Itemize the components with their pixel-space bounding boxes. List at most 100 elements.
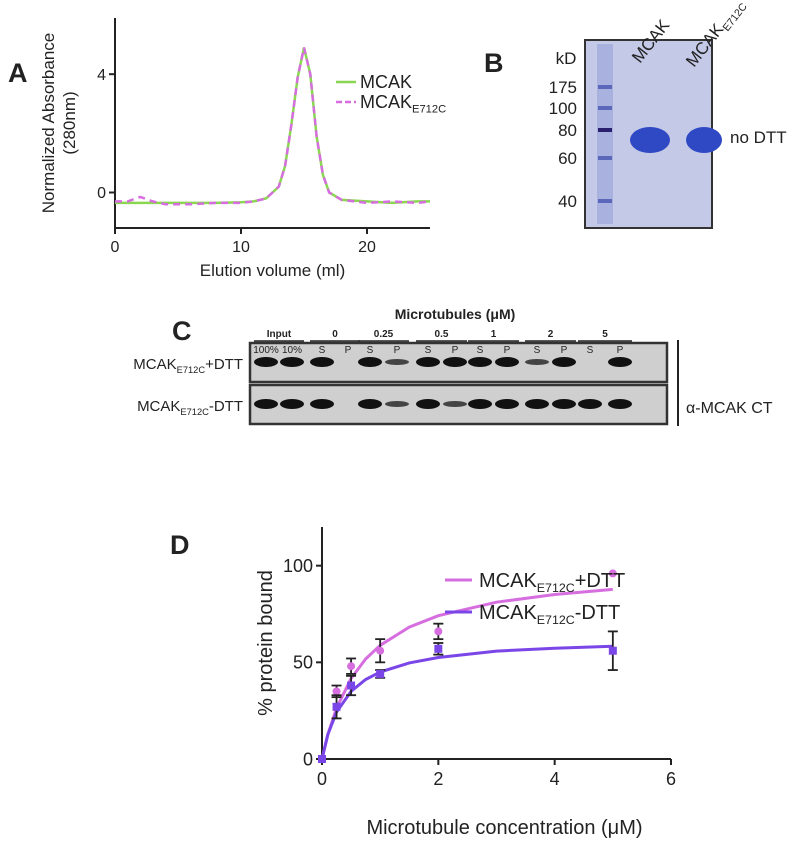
y-axis-label: % protein bound	[255, 570, 277, 716]
group-label: 1	[491, 329, 497, 340]
point	[318, 755, 326, 763]
x-axis-label: Microtubule concentration (μM)	[366, 817, 642, 839]
blot-title: Microtubules (μM)	[395, 306, 516, 322]
x-tick-label: 6	[666, 769, 676, 789]
point	[608, 646, 617, 655]
antibody-label: α-MCAK CT	[686, 400, 773, 417]
point	[608, 569, 617, 578]
subscript: E712C	[180, 407, 209, 417]
text-part: +DTT	[575, 570, 626, 592]
marker-label: 60	[558, 149, 577, 168]
blot-band	[443, 357, 467, 367]
blot-band	[358, 399, 382, 409]
text-part: -DTT	[209, 398, 243, 415]
lane-label: S	[425, 345, 432, 356]
x-tick-label: 0	[111, 239, 120, 256]
subscript: E712C	[537, 581, 575, 595]
label: MCAKE712C-DTT	[137, 398, 243, 417]
x-tick-label: 20	[358, 239, 376, 256]
panel-label: C	[172, 316, 192, 346]
point	[376, 669, 385, 678]
label: MCAKE712C	[360, 92, 446, 116]
lane-label: S	[477, 345, 484, 356]
blot-band	[495, 357, 519, 367]
text-part: MCAK	[137, 398, 180, 415]
panel-label: B	[484, 48, 504, 78]
lane-label: S	[587, 345, 594, 356]
x-axis-label: Elution volume (ml)	[200, 261, 346, 280]
x-tick-label: 2	[433, 769, 443, 789]
ladder-band	[598, 85, 612, 89]
condition-label: no DTT	[730, 128, 787, 147]
blot-band	[358, 357, 382, 367]
blot-band	[578, 399, 602, 409]
marker-label: 80	[558, 121, 577, 140]
text-part: +DTT	[205, 356, 243, 373]
y-axis-label: (280nm)	[60, 91, 79, 154]
lane-label: 100%	[253, 345, 279, 356]
ladder-lane	[597, 44, 613, 224]
group-label: 0.5	[435, 329, 449, 340]
text-part: MCAK	[360, 72, 412, 92]
group-label: 2	[548, 329, 554, 340]
text-part: MCAK	[360, 92, 412, 112]
marker-label: 40	[558, 192, 577, 211]
blot-band	[608, 357, 632, 367]
lane-label: P	[345, 345, 352, 356]
lane-label: 10%	[282, 345, 302, 356]
blot-band	[443, 401, 467, 407]
group-label: 5	[602, 329, 608, 340]
lane-label: P	[504, 345, 511, 356]
blot-band	[552, 357, 576, 367]
label: MCAKE712C-DTT	[479, 602, 620, 627]
blot-band	[416, 399, 440, 409]
lane-label: P	[394, 345, 401, 356]
marker-label: 175	[549, 78, 577, 97]
blot-band	[385, 401, 409, 407]
point	[434, 644, 443, 653]
blot-band	[468, 399, 492, 409]
blot-band	[525, 399, 549, 409]
x-tick-label: 4	[550, 769, 560, 789]
y-axis-label: Normalized Absorbance	[39, 33, 58, 213]
x-tick-label: 0	[317, 769, 327, 789]
lane-label: S	[367, 345, 374, 356]
point	[332, 687, 341, 696]
unit-label: kD	[556, 49, 577, 68]
blot-band	[552, 399, 576, 409]
y-tick-label: 50	[293, 653, 313, 673]
text-part: MCAK	[479, 570, 537, 592]
subscript: E712C	[177, 365, 206, 375]
label: MCAKE712C+DTT	[133, 356, 243, 375]
group-label: Input	[267, 329, 292, 340]
panel-label: D	[170, 530, 190, 560]
lane-label: S	[534, 345, 541, 356]
lane-label: S	[319, 345, 326, 356]
blot-band	[608, 399, 632, 409]
text-part: MCAK	[133, 356, 176, 373]
ladder-band	[598, 128, 612, 132]
fit-line	[320, 644, 613, 760]
label: MCAKE712C	[682, 0, 750, 72]
lane-label: P	[617, 345, 624, 356]
group-label: 0	[332, 329, 338, 340]
y-tick-label: 100	[283, 556, 313, 576]
group-label: 0.25	[374, 329, 394, 340]
blot-band	[310, 357, 334, 367]
subscript: E712C	[412, 104, 446, 116]
y-tick-label: 0	[303, 749, 313, 769]
band	[630, 127, 670, 153]
label: MCAKE712C+DTT	[479, 570, 625, 595]
point	[347, 681, 356, 690]
blot-band	[385, 359, 409, 365]
blot-band	[416, 357, 440, 367]
point	[376, 646, 385, 655]
band	[686, 127, 722, 153]
label: MCAK	[360, 72, 412, 92]
blot-band	[254, 357, 278, 367]
subscript: E712C	[721, 1, 751, 34]
series-line	[115, 47, 431, 206]
blot-band	[310, 399, 334, 409]
